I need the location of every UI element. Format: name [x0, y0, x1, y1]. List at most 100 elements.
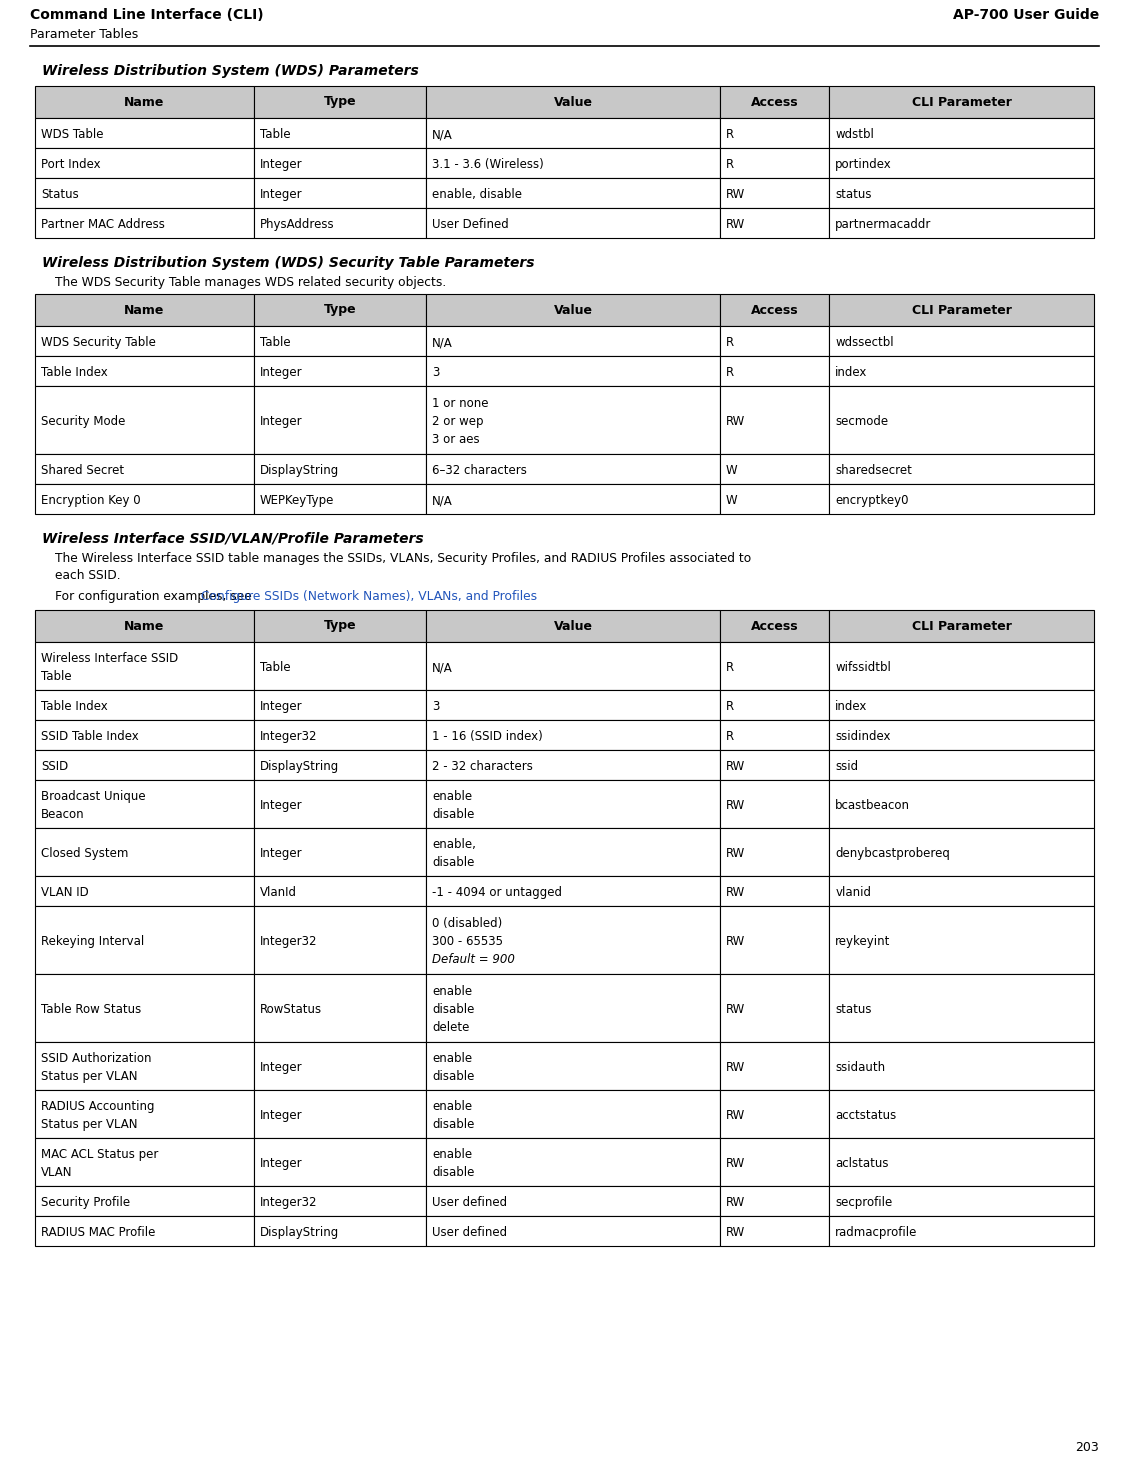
Text: WDS Security Table: WDS Security Table — [41, 336, 156, 349]
Text: Access: Access — [751, 619, 798, 633]
Text: delete: delete — [432, 1022, 470, 1035]
Text: Table: Table — [260, 661, 290, 674]
Text: Access: Access — [751, 304, 798, 317]
Bar — [720, 1091, 829, 1138]
Bar — [35, 906, 254, 973]
Bar — [35, 148, 254, 178]
Text: 1 or none: 1 or none — [432, 398, 489, 410]
Text: Integer: Integer — [260, 188, 303, 201]
Text: R: R — [726, 336, 734, 349]
Text: User defined: User defined — [432, 1196, 508, 1210]
Text: status: status — [835, 188, 872, 201]
Text: 3 or aes: 3 or aes — [432, 433, 480, 446]
Text: enable,: enable, — [432, 838, 476, 851]
Bar — [720, 484, 829, 514]
Text: Broadcast Unique: Broadcast Unique — [41, 790, 146, 803]
Bar — [829, 357, 1094, 386]
Bar — [720, 780, 829, 828]
Bar — [35, 828, 254, 876]
Bar — [427, 690, 720, 719]
Text: RW: RW — [726, 1110, 745, 1123]
Text: Integer: Integer — [260, 700, 303, 713]
Text: wdstbl: wdstbl — [835, 128, 874, 141]
Text: Name: Name — [124, 619, 165, 633]
Bar — [720, 1042, 829, 1091]
Bar — [427, 454, 720, 484]
Text: vlanid: vlanid — [835, 887, 872, 900]
Text: RW: RW — [726, 188, 745, 201]
Text: Port Index: Port Index — [41, 159, 100, 172]
Text: W: W — [726, 464, 737, 477]
Text: Type: Type — [324, 619, 357, 633]
Text: VlanId: VlanId — [260, 887, 297, 900]
Bar — [35, 484, 254, 514]
Bar — [829, 1216, 1094, 1246]
Text: Wireless Distribution System (WDS) Security Table Parameters: Wireless Distribution System (WDS) Secur… — [42, 255, 534, 270]
Bar — [829, 876, 1094, 906]
Bar — [35, 208, 254, 238]
Bar — [35, 876, 254, 906]
Text: 1 - 16 (SSID index): 1 - 16 (SSID index) — [432, 730, 543, 743]
Bar — [829, 148, 1094, 178]
Bar — [720, 750, 829, 780]
Text: Wireless Interface SSID/VLAN/Profile Parameters: Wireless Interface SSID/VLAN/Profile Par… — [42, 531, 423, 546]
Bar — [254, 642, 427, 690]
Bar — [427, 386, 720, 454]
Bar — [829, 719, 1094, 750]
Text: 203: 203 — [1075, 1442, 1099, 1453]
Text: Table Row Status: Table Row Status — [41, 1003, 141, 1016]
Bar — [720, 148, 829, 178]
Text: Table: Table — [260, 128, 290, 141]
Text: RW: RW — [726, 760, 745, 774]
Text: VLAN ID: VLAN ID — [41, 887, 89, 900]
Bar — [427, 357, 720, 386]
Bar — [254, 690, 427, 719]
Bar — [829, 828, 1094, 876]
Text: Security Mode: Security Mode — [41, 415, 125, 429]
Text: denybcastprobereq: denybcastprobereq — [835, 847, 951, 860]
Bar — [254, 611, 427, 642]
Bar — [254, 906, 427, 973]
Text: disable: disable — [432, 809, 475, 821]
Text: enable: enable — [432, 985, 473, 998]
Bar — [35, 611, 254, 642]
Bar — [427, 326, 720, 357]
Bar — [35, 1186, 254, 1216]
Text: Table Index: Table Index — [41, 367, 107, 379]
Bar — [35, 117, 254, 148]
Text: 3.1 - 3.6 (Wireless): 3.1 - 3.6 (Wireless) — [432, 159, 544, 172]
Text: R: R — [726, 159, 734, 172]
Bar — [829, 454, 1094, 484]
Text: Name: Name — [124, 304, 165, 317]
Bar — [720, 719, 829, 750]
Text: Status per VLAN: Status per VLAN — [41, 1070, 138, 1083]
Text: enable, disable: enable, disable — [432, 188, 523, 201]
Bar — [829, 642, 1094, 690]
Bar — [254, 357, 427, 386]
Text: enable: enable — [432, 1101, 473, 1113]
Bar — [427, 750, 720, 780]
Bar — [35, 294, 254, 326]
Text: SSID Table Index: SSID Table Index — [41, 730, 139, 743]
Bar — [254, 780, 427, 828]
Bar — [254, 148, 427, 178]
Text: Integer: Integer — [260, 159, 303, 172]
Text: enable: enable — [432, 790, 473, 803]
Text: index: index — [835, 367, 867, 379]
Text: Integer32: Integer32 — [260, 1196, 317, 1210]
Text: The WDS Security Table manages WDS related security objects.: The WDS Security Table manages WDS relat… — [55, 276, 446, 289]
Bar — [720, 973, 829, 1042]
Bar — [829, 611, 1094, 642]
Text: Type: Type — [324, 304, 357, 317]
Text: enable: enable — [432, 1053, 473, 1066]
Bar — [720, 1186, 829, 1216]
Text: R: R — [726, 661, 734, 674]
Bar — [254, 294, 427, 326]
Text: Configure SSIDs (Network Names), VLANs, and Profiles: Configure SSIDs (Network Names), VLANs, … — [201, 590, 537, 603]
Text: N/A: N/A — [432, 128, 453, 141]
Bar — [829, 1042, 1094, 1091]
Bar — [720, 87, 829, 117]
Text: secmode: secmode — [835, 415, 889, 429]
Bar — [720, 611, 829, 642]
Text: 6–32 characters: 6–32 characters — [432, 464, 527, 477]
